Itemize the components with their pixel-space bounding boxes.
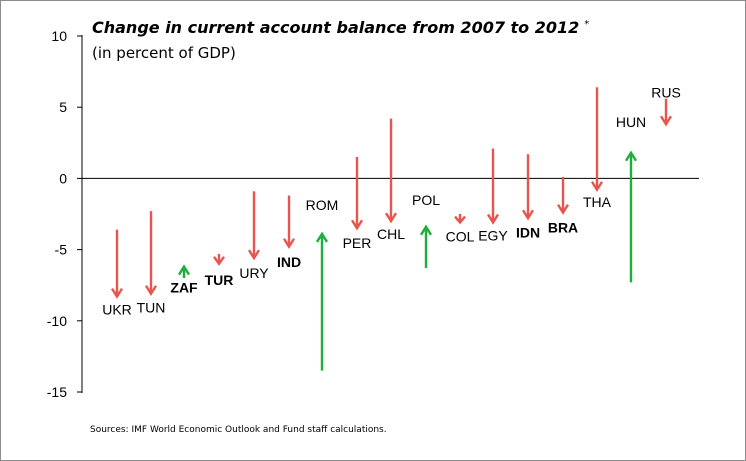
arrow-head	[521, 209, 535, 221]
arrow-tun	[144, 211, 158, 297]
y-tick-label: -5	[55, 242, 68, 258]
country-label-ind: IND	[277, 254, 301, 270]
source-note: Sources: IMF World Economic Outlook and …	[90, 425, 387, 435]
arrow-col	[454, 214, 466, 225]
arrow-ukr	[110, 229, 124, 299]
y-tick-label: 0	[59, 170, 67, 186]
arrow-egy	[486, 148, 500, 225]
arrow-head	[590, 181, 604, 193]
arrow-ury	[247, 191, 261, 261]
arrow-chl	[384, 118, 398, 224]
arrow-ind	[282, 195, 296, 250]
country-label-tur: TUR	[205, 272, 234, 288]
arrow-hun	[624, 150, 638, 283]
arrow-head	[282, 238, 296, 250]
arrow-tha	[590, 87, 604, 193]
title-footnote-marker: *	[584, 18, 590, 30]
arrow-head	[110, 287, 124, 299]
arrow-tur	[213, 253, 225, 266]
arrow-head	[177, 264, 191, 276]
y-tick-label: -10	[47, 313, 67, 329]
arrow-head	[454, 215, 466, 225]
country-label-tha: THA	[583, 194, 612, 210]
arrow-head	[486, 213, 500, 225]
country-label-bra: BRA	[548, 220, 578, 236]
arrow-bra	[556, 176, 570, 215]
country-label-rom: ROM	[306, 197, 339, 213]
arrow-pol	[419, 224, 433, 269]
country-label-tun: TUN	[137, 300, 166, 316]
arrow-head	[213, 256, 225, 266]
country-label-per: PER	[343, 235, 372, 251]
y-tick-label: 10	[51, 28, 67, 44]
arrow-head	[419, 224, 433, 236]
arrow-rom	[315, 231, 329, 371]
country-label-idn: IDN	[516, 224, 540, 240]
arrow-head	[247, 249, 261, 261]
arrow-rus	[659, 98, 673, 127]
arrow-head	[350, 219, 364, 231]
arrow-head	[315, 231, 329, 243]
arrow-head	[556, 203, 570, 215]
y-tick-label: 5	[59, 99, 67, 115]
country-label-chl: CHL	[377, 226, 405, 242]
country-label-ury: URY	[239, 265, 269, 281]
chart-title: Change in current account balance from 2…	[92, 18, 589, 37]
country-label-zaf: ZAF	[170, 280, 198, 296]
arrow-idn	[521, 154, 535, 221]
country-label-hun: HUN	[616, 114, 646, 130]
chart-title-text: Change in current account balance from 2…	[92, 18, 580, 37]
country-label-egy: EGY	[478, 228, 508, 244]
arrow-head	[659, 115, 673, 127]
arrow-head	[384, 212, 398, 224]
y-tick-label: -15	[47, 384, 67, 400]
arrow-zaf	[177, 264, 191, 279]
country-label-col: COL	[446, 229, 475, 245]
arrow-head	[624, 150, 638, 162]
arrow-per	[350, 157, 364, 231]
country-label-ukr: UKR	[102, 302, 132, 318]
country-label-rus: RUS	[651, 84, 681, 100]
chart-subtitle: (in percent of GDP)	[92, 44, 236, 62]
country-label-pol: POL	[412, 192, 440, 208]
arrow-head	[144, 285, 158, 297]
